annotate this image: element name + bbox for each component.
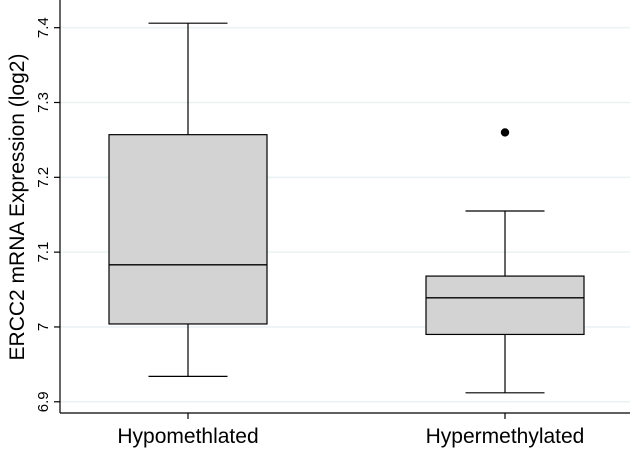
y-tick-label: 7.1: [35, 242, 52, 263]
box-group: [425, 128, 585, 394]
x-category-label: Hypomethlated: [117, 425, 258, 448]
y-tick-label: 7: [35, 323, 52, 331]
outlier-point: [500, 128, 510, 137]
box-series: [108, 22, 585, 394]
y-tick-label: 6.9: [35, 391, 52, 412]
y-tick-label: 7.4: [35, 17, 52, 38]
y-tick-label: 7.2: [35, 167, 52, 188]
box-iqr: [108, 134, 268, 325]
y-tick-label: 7.3: [35, 92, 52, 113]
box-iqr: [425, 275, 585, 336]
y-axis-title: ERCC2 mRNA Expression (log2): [6, 54, 29, 361]
box-group: [108, 22, 268, 377]
x-axis-labels: Hypomethlated Hypermethylated: [117, 413, 584, 448]
y-axis-ticks: 6.9 7 7.1 7.2 7.3 7.4: [35, 17, 60, 412]
x-category-label: Hypermethylated: [426, 425, 585, 448]
